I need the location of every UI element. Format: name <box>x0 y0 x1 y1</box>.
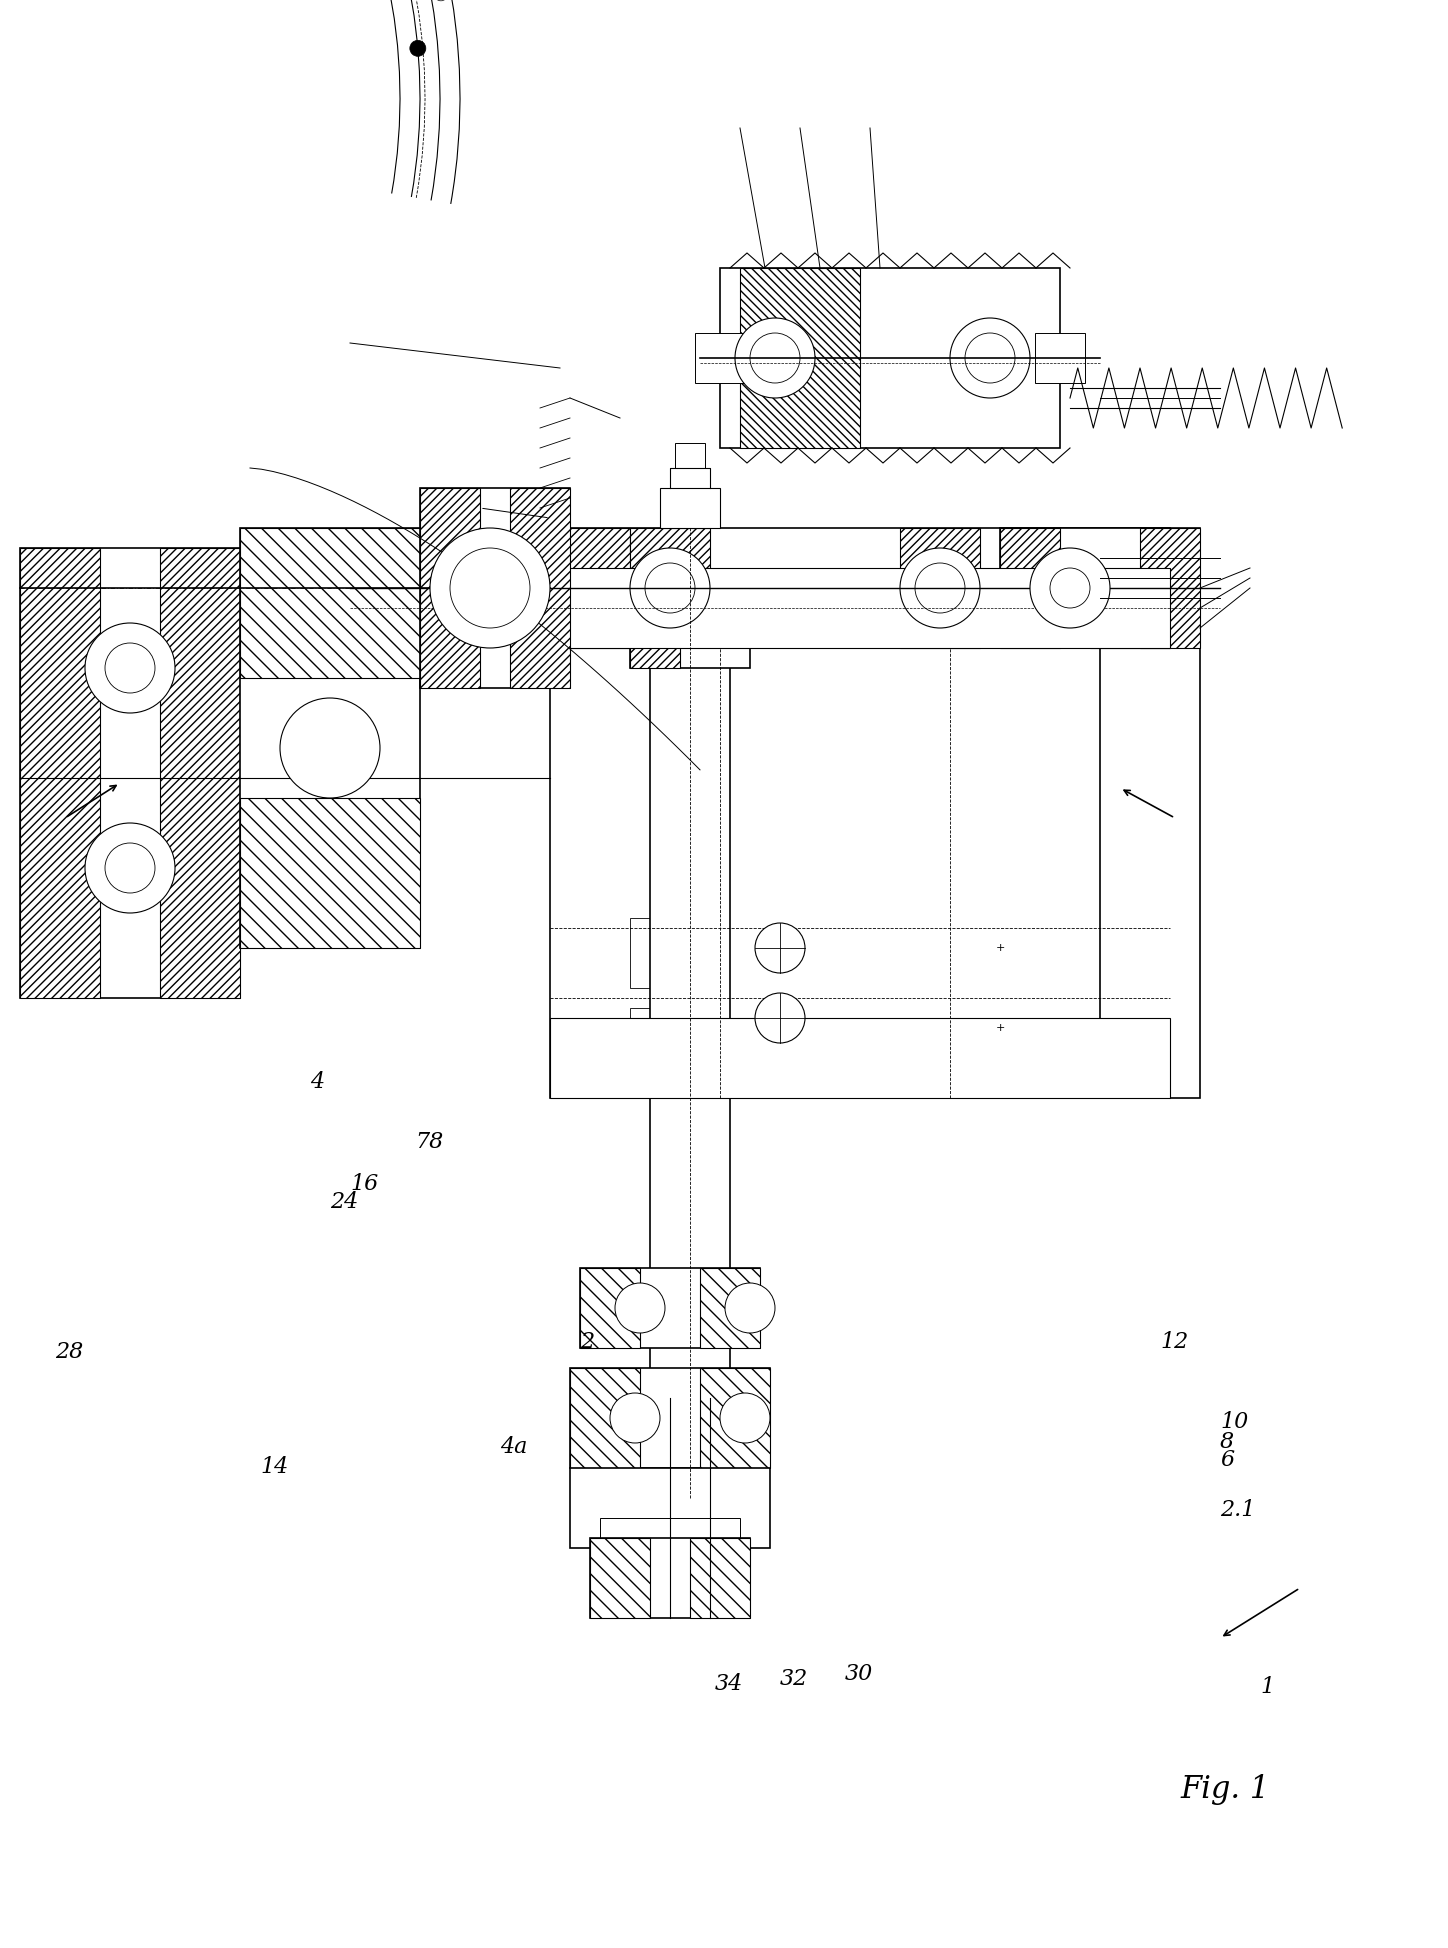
Bar <box>550 1019 1170 1099</box>
Bar <box>1001 528 1200 649</box>
Text: 34: 34 <box>715 1673 743 1695</box>
Text: 32: 32 <box>780 1667 808 1691</box>
Bar <box>159 547 240 997</box>
Bar <box>420 489 479 688</box>
Circle shape <box>644 563 695 614</box>
Circle shape <box>754 993 805 1042</box>
Circle shape <box>736 318 815 397</box>
Circle shape <box>430 528 550 649</box>
Circle shape <box>1050 569 1090 608</box>
Bar <box>1001 528 1060 649</box>
Circle shape <box>950 318 1030 397</box>
Bar <box>571 1469 770 1549</box>
Text: Fig. 1: Fig. 1 <box>1180 1775 1270 1806</box>
Bar <box>1100 649 1200 1099</box>
Text: 10: 10 <box>1221 1410 1248 1434</box>
Bar <box>695 333 746 384</box>
Bar <box>1035 333 1085 384</box>
Bar <box>630 918 681 988</box>
Circle shape <box>85 623 175 713</box>
Circle shape <box>1030 547 1111 627</box>
Text: 78: 78 <box>416 1132 443 1153</box>
Bar <box>630 588 681 668</box>
Bar <box>240 799 420 949</box>
Bar <box>240 528 420 678</box>
Bar <box>571 1367 640 1469</box>
Bar <box>20 547 100 997</box>
Text: 30: 30 <box>846 1664 873 1685</box>
Circle shape <box>901 547 980 627</box>
Bar <box>1090 528 1170 649</box>
Text: 4a: 4a <box>500 1436 527 1457</box>
Circle shape <box>915 563 964 614</box>
Circle shape <box>106 843 155 892</box>
Circle shape <box>725 1284 775 1332</box>
Bar <box>550 528 630 649</box>
Bar <box>581 1268 640 1348</box>
Circle shape <box>615 1284 665 1332</box>
Text: 2: 2 <box>581 1330 594 1354</box>
Bar <box>599 1517 740 1568</box>
Text: 6: 6 <box>1221 1449 1234 1471</box>
Bar <box>630 1007 681 1068</box>
Circle shape <box>720 1393 770 1443</box>
Circle shape <box>630 547 710 627</box>
Bar <box>589 1539 750 1619</box>
Bar <box>699 1367 770 1469</box>
Bar <box>630 588 750 668</box>
Circle shape <box>85 822 175 914</box>
Circle shape <box>754 923 805 972</box>
Text: 8: 8 <box>1221 1432 1234 1453</box>
Text: +: + <box>995 943 1005 953</box>
Text: 1: 1 <box>1260 1675 1274 1699</box>
Bar <box>740 269 860 448</box>
Text: 14: 14 <box>261 1455 288 1479</box>
Bar <box>650 649 730 1399</box>
Circle shape <box>610 1393 660 1443</box>
Bar <box>699 1268 760 1348</box>
Circle shape <box>450 547 530 627</box>
Bar <box>660 489 720 528</box>
Text: 24: 24 <box>330 1190 358 1214</box>
Bar <box>420 489 571 688</box>
Circle shape <box>964 333 1015 384</box>
Bar <box>240 528 420 949</box>
Circle shape <box>410 41 426 56</box>
Text: 2.1: 2.1 <box>1221 1500 1255 1521</box>
Bar <box>675 442 705 468</box>
Bar <box>581 1268 760 1348</box>
Bar <box>630 528 710 649</box>
Bar <box>901 528 980 649</box>
Bar <box>550 569 1170 649</box>
Bar <box>550 528 1170 649</box>
Circle shape <box>279 697 379 799</box>
Text: 4: 4 <box>310 1071 324 1093</box>
Bar <box>691 1539 750 1619</box>
Bar <box>510 489 571 688</box>
Bar <box>550 649 1170 1099</box>
Circle shape <box>750 333 799 384</box>
Bar <box>720 269 1060 448</box>
Bar <box>1140 528 1200 649</box>
Bar <box>589 1539 650 1619</box>
Circle shape <box>106 643 155 693</box>
Bar <box>20 547 240 997</box>
Text: 28: 28 <box>55 1340 83 1364</box>
Text: 16: 16 <box>350 1173 378 1194</box>
Bar <box>571 1367 770 1469</box>
Text: 12: 12 <box>1160 1330 1189 1354</box>
Text: +: + <box>995 1023 1005 1032</box>
